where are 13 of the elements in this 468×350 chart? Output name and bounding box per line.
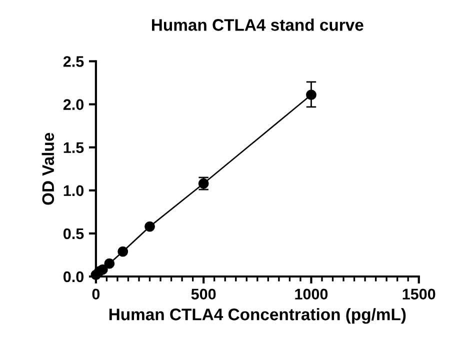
- x-tick-label: 500: [191, 288, 216, 300]
- y-tick-label: 1.0: [64, 185, 84, 196]
- y-tick-label: 1.5: [64, 142, 84, 154]
- y-tick-label: 0.0: [64, 271, 84, 282]
- y-tick-label: 0.5: [64, 228, 84, 240]
- x-axis-title: Human CTLA4 Concentration (pg/mL): [109, 308, 406, 324]
- x-tick-label: 0: [92, 288, 100, 300]
- y-axis-title: OD Value: [42, 132, 54, 205]
- x-tick-label: 1000: [295, 288, 328, 300]
- y-tick-label: 2.0: [63, 99, 84, 110]
- y-tick-label: 2.5: [63, 56, 84, 67]
- x-tick-label: 1500: [402, 288, 436, 300]
- chart-title: Human CTLA4 stand curve: [152, 18, 364, 31]
